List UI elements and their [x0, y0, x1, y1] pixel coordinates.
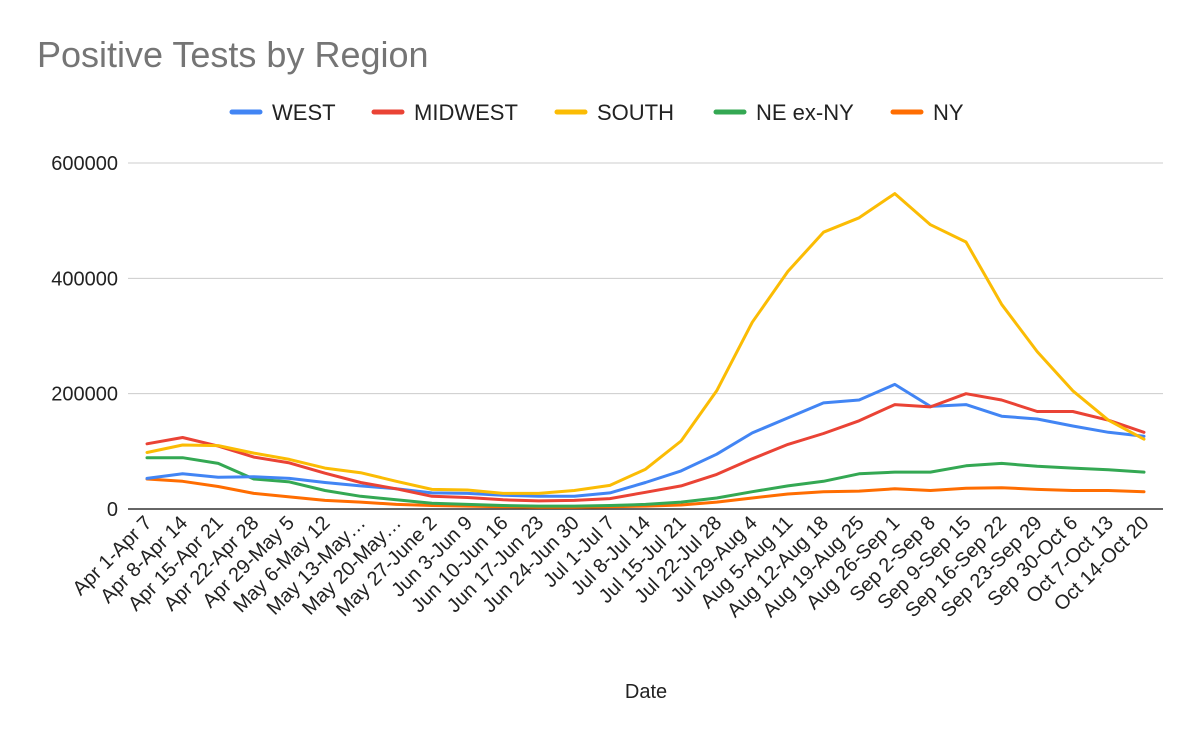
- series-line-south: [145, 192, 1146, 495]
- gridlines: [128, 162, 1163, 510]
- y-tick-label: 600000: [51, 153, 118, 175]
- y-axis-ticks: 0 200000 400000 600000: [51, 153, 118, 521]
- chart-title: Positive Tests by Region: [37, 34, 429, 75]
- x-axis-title: Date: [625, 681, 667, 703]
- legend-label: MIDWEST: [414, 100, 518, 125]
- series-lines: [145, 192, 1146, 509]
- legend-item: NE ex-NY: [713, 100, 854, 125]
- series-line-ny: [145, 477, 1146, 509]
- y-tick-label: 400000: [51, 268, 118, 290]
- legend-label: WEST: [272, 100, 336, 125]
- y-tick-label: 0: [107, 499, 118, 521]
- legend: WEST MIDWEST SOUTH NE ex-NY NY: [229, 100, 964, 125]
- legend-label: SOUTH: [597, 100, 674, 125]
- series-line-ne-ex-ny: [145, 456, 1146, 508]
- legend-item: MIDWEST: [371, 100, 518, 125]
- legend-item: SOUTH: [554, 100, 674, 125]
- legend-label: NE ex-NY: [756, 100, 854, 125]
- legend-item: NY: [890, 100, 964, 125]
- legend-label: NY: [933, 100, 964, 125]
- legend-item: WEST: [229, 100, 336, 125]
- series-line-midwest: [145, 392, 1146, 503]
- y-tick-label: 200000: [51, 384, 118, 406]
- series-line-west: [145, 382, 1146, 498]
